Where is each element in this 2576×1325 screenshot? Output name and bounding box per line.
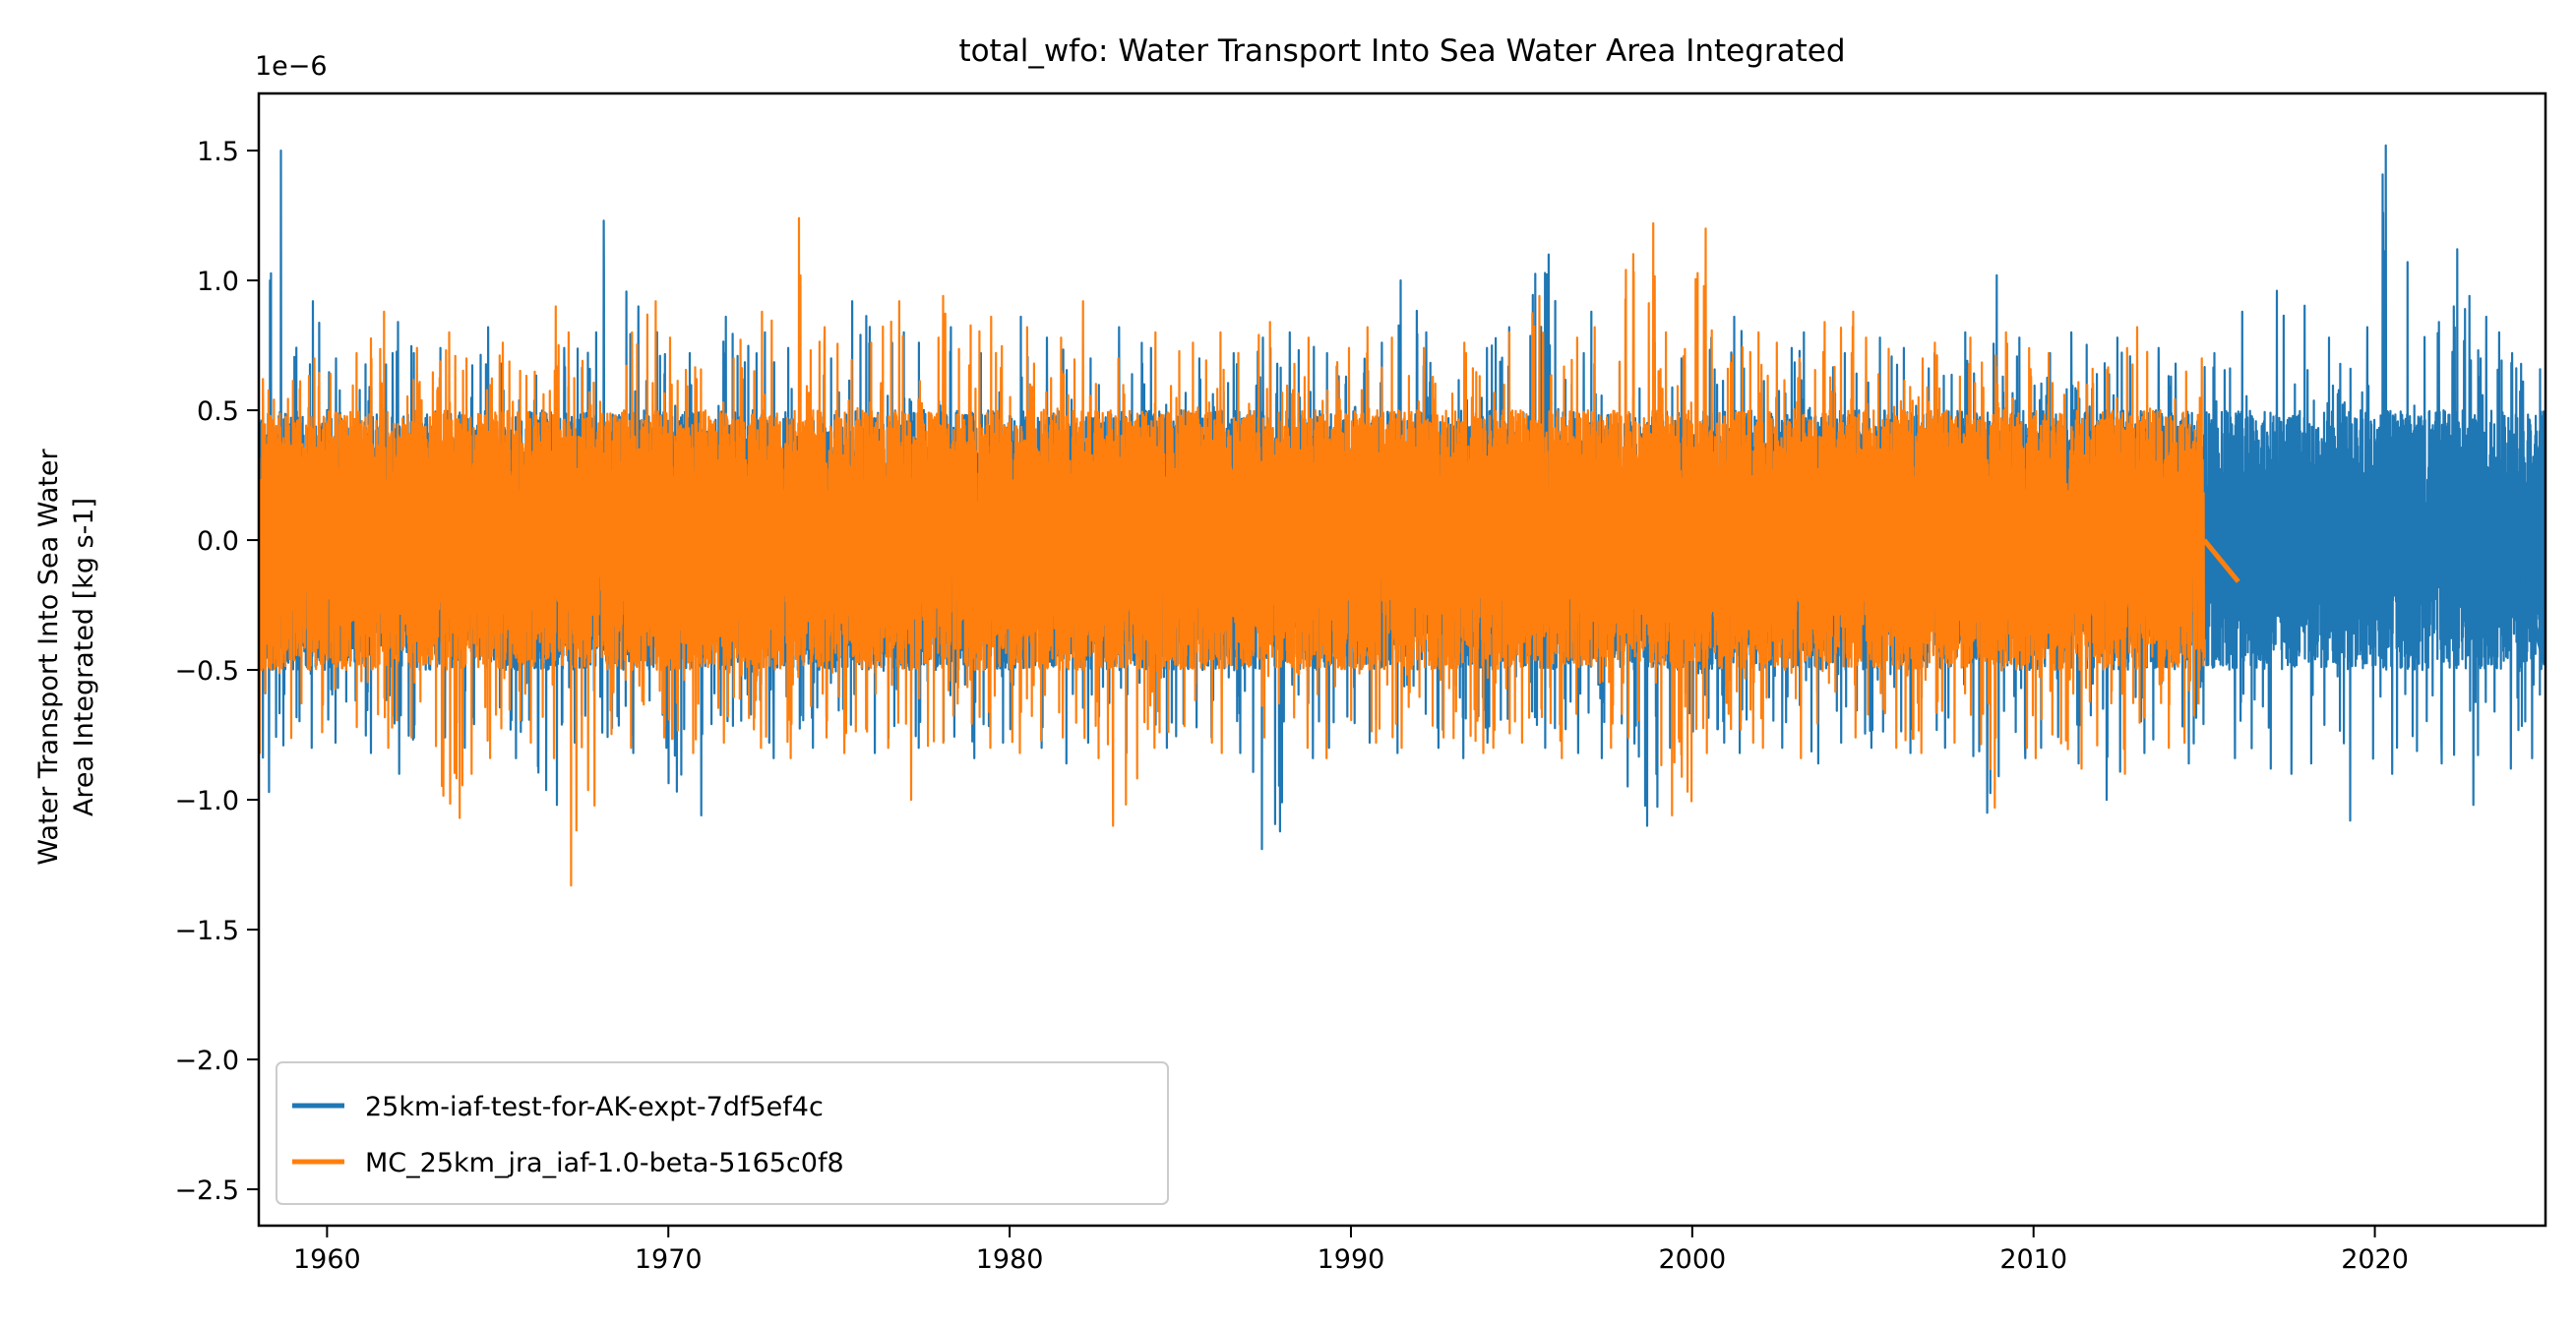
y-tick-label: −1.0 xyxy=(174,786,239,816)
axes-frame xyxy=(257,91,2547,1228)
x-tick-label: 2010 xyxy=(1999,1244,2067,1275)
legend-label-series-2: MC_25km_jra_iaf-1.0-beta-5165c0f8 xyxy=(365,1148,844,1178)
axis-ticks: 1960 1970 1980 1990 2000 2010 2020 1.5 1.0 0.5 0.0… xyxy=(174,137,2408,1275)
y-tick-label: −1.5 xyxy=(174,916,239,946)
y-tick-label: 0.5 xyxy=(197,396,239,427)
series-tail-segment-2 xyxy=(2202,538,2240,583)
series-tail-segment-1 xyxy=(2508,539,2545,666)
y-axis-label-line-1: Water Transport Into Sea Water xyxy=(33,449,64,866)
y-tick-label: −0.5 xyxy=(174,656,239,687)
series-line-2 xyxy=(259,216,2205,887)
x-tick-label: 2000 xyxy=(1658,1244,1726,1275)
y-tick-label: 1.5 xyxy=(197,137,239,167)
y-tick-label: −2.0 xyxy=(174,1046,239,1076)
y-tick-label: −2.5 xyxy=(174,1175,239,1206)
legend-box xyxy=(276,1061,1169,1205)
chart-title: total_wfo: Water Transport Into Sea Wate… xyxy=(958,33,1845,69)
x-tick-label: 2020 xyxy=(2341,1244,2409,1275)
x-tick-label: 1980 xyxy=(976,1244,1044,1275)
y-offset-label: 1e−6 xyxy=(255,51,328,82)
x-tick-label: 1990 xyxy=(1318,1244,1385,1275)
legend-label-series-1: 25km-iaf-test-for-AK-expt-7df5ef4c xyxy=(365,1092,824,1122)
x-tick-label: 1960 xyxy=(293,1244,361,1275)
plot-area xyxy=(259,144,2545,887)
legend: 25km-iaf-test-for-AK-expt-7df5ef4c MC_25… xyxy=(276,1061,1169,1205)
y-tick-label: 0.0 xyxy=(197,526,239,557)
y-axis-label-line-2: Area Integrated [kg s-1] xyxy=(69,498,99,816)
x-tick-label: 1970 xyxy=(635,1244,703,1275)
y-tick-label: 1.0 xyxy=(197,267,239,297)
